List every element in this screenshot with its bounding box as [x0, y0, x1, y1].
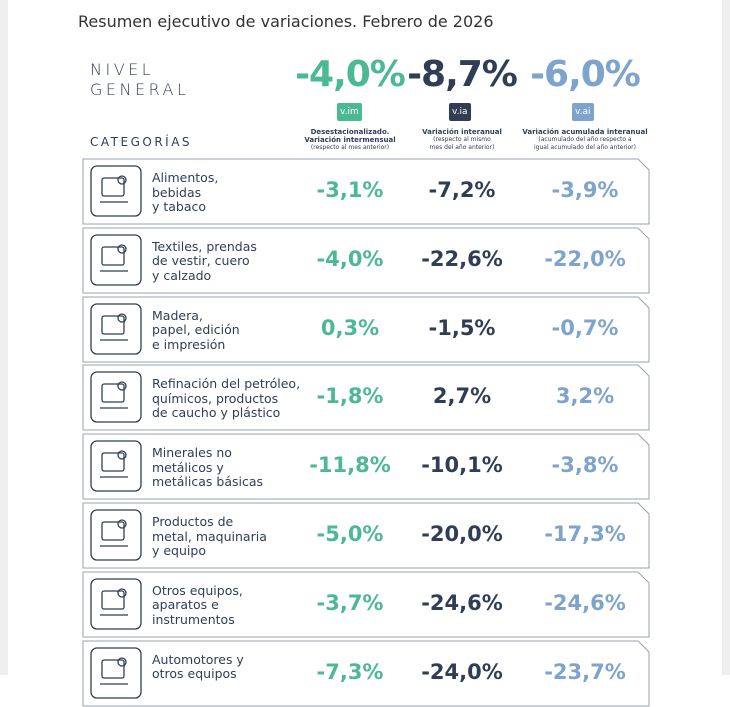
row-value: -1,8% — [316, 384, 384, 409]
row-value: -4,0% — [316, 246, 384, 271]
row-value: 2,7% — [432, 384, 492, 409]
general-value: -8,7% — [407, 54, 518, 95]
row-value: -10,1% — [421, 453, 503, 478]
category-row: Madera, papel, edición e impresión 0,3% -1,5… — [82, 296, 650, 363]
row-label-line: y equipo — [152, 543, 206, 558]
category-row: Alimentos, bebidas y tabaco -3,1% -7,2% -3,9% — [82, 158, 650, 225]
row-value: -3,9% — [551, 178, 619, 202]
category-row: Otros equipos, aparatos e instrumentos -3,7… — [82, 571, 650, 638]
column-title: Variación intermensual — [304, 136, 396, 144]
row-label-line: papel, edición — [152, 322, 240, 338]
side-bar — [0, 0, 8, 675]
row-value: -3,1% — [316, 178, 384, 202]
row-label-line: metálicas básicas — [152, 474, 264, 490]
general-value: -6,0% — [530, 54, 641, 95]
row-value: -24,6% — [544, 590, 626, 615]
row-value: -20,0% — [421, 522, 503, 546]
row-value: 3,2% — [555, 384, 615, 409]
side-bar — [722, 0, 730, 675]
category-row: Textiles, prendas de vestir, cuero y calza… — [82, 227, 650, 294]
row-value: -23,7% — [544, 659, 626, 684]
row-label-line: Refinación del petróleo, — [152, 376, 301, 392]
row-value: -24,6% — [421, 590, 503, 615]
column-note: (respecto al mismo — [433, 136, 491, 143]
subtitle: Resumen ejecutivo de variaciones. Febrer… — [78, 12, 494, 31]
categories-title: CATEGORÍAS — [90, 135, 193, 149]
column-note: (respecto al mes anterior) — [310, 144, 390, 151]
row-value: -3,8% — [551, 453, 619, 478]
row-frame — [82, 502, 650, 569]
row-label: Productos de metal, maquinaria y equipo — [152, 514, 267, 559]
row-label-line: metal, maquinaria — [152, 528, 267, 544]
category-row: Refinación del petróleo, químicos, produc… — [82, 364, 650, 431]
row-label-line: Madera, — [152, 307, 203, 323]
row-label-line: Textiles, prendas — [152, 238, 257, 254]
column-note: mes del año anterior) — [429, 144, 495, 151]
row-label: Automotores y otros equipos — [152, 651, 244, 682]
badge: v.im — [337, 103, 362, 121]
row-frame — [82, 227, 650, 294]
row-label-line: de caucho y plástico — [152, 405, 281, 421]
category-row: Productos de metal, maquinaria y equipo -5,… — [82, 502, 650, 569]
badge: v.ia — [449, 103, 471, 121]
row-value: -7,3% — [316, 659, 384, 684]
row-label: Textiles, prendas de vestir, cuero y calza… — [152, 238, 257, 284]
row-value: -22,6% — [421, 246, 503, 271]
general-value: -4,0% — [295, 54, 406, 95]
row-label-line: aparatos e — [152, 597, 219, 613]
column-title: Variación interanual — [422, 128, 502, 136]
row-label-line: bebidas — [152, 184, 202, 200]
row-label-line: Otros equipos, — [152, 582, 243, 598]
row-value: -17,3% — [544, 522, 626, 546]
row-label-line: químicos, productos — [152, 390, 279, 406]
row-label-line: Minerales no — [152, 445, 232, 461]
row-label-line: instrumentos — [152, 611, 235, 627]
row-label-line: Alimentos, — [152, 170, 219, 185]
column-title: Desestacionalizado. — [310, 128, 390, 136]
row-value: -7,2% — [428, 178, 496, 202]
row-value: -1,5% — [428, 315, 496, 340]
row-frame — [82, 433, 650, 500]
row-label: Refinación del petróleo, químicos, produc… — [152, 377, 300, 421]
row-label-line: metálicos y — [152, 459, 224, 475]
row-value: 0,3% — [320, 315, 380, 340]
column-description: Variación interanual (respecto al mismo me… — [397, 128, 527, 152]
row-value: -22,0% — [544, 246, 626, 271]
row-value: -5,0% — [316, 522, 384, 546]
row-label: Alimentos, bebidas y tabaco — [152, 170, 219, 215]
column-description: Variación acumulada interanual (acumulado… — [520, 128, 650, 152]
row-value: -11,8% — [309, 453, 391, 478]
row-label: Minerales no metálicos y metálicas básicas — [152, 446, 263, 490]
badge: v.ai — [572, 103, 594, 121]
category-row: Minerales no metálicos y metálicas básicas… — [82, 433, 650, 500]
row-label: Otros equipos, aparatos e instrumentos — [152, 582, 243, 628]
row-label-line: otros equipos — [152, 666, 237, 682]
general-label: GENERAL — [90, 80, 190, 99]
category-row: Automotores y otros equipos -7,3% -24,0% -23… — [82, 640, 650, 707]
row-value: -0,7% — [551, 315, 619, 340]
row-frame — [82, 158, 650, 225]
general-label: NIVEL — [90, 60, 155, 79]
column-title: Variación acumulada interanual — [522, 128, 648, 136]
row-label-line: y tabaco — [152, 199, 207, 214]
row-value: -3,7% — [316, 590, 384, 615]
column-note: (acumulado del año respecto a — [538, 136, 632, 143]
column-note: igual acumulado del año anterior) — [534, 144, 636, 151]
row-label-line: e impresión — [152, 336, 226, 352]
row-label-line: Productos de — [152, 514, 234, 529]
row-label-line: de vestir, cuero — [152, 253, 250, 269]
column-description: Desestacionalizado. Variación intermensua… — [285, 128, 415, 152]
row-frame — [82, 364, 650, 431]
row-label: Madera, papel, edición e impresión — [152, 307, 240, 353]
row-frame — [82, 571, 650, 638]
row-label-line: Automotores y — [152, 651, 244, 667]
row-frame — [82, 296, 650, 363]
row-value: -24,0% — [421, 659, 503, 684]
row-label-line: y calzado — [152, 267, 212, 283]
